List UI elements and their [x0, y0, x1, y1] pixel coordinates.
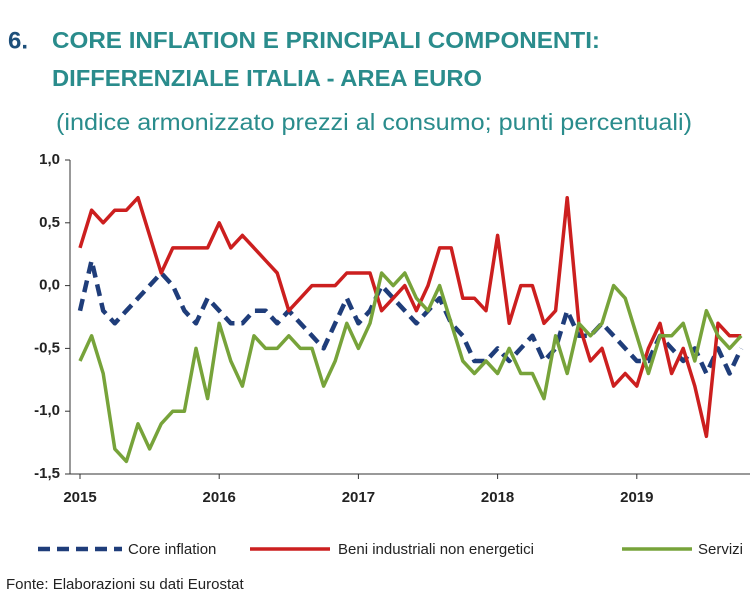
y-tick-label: 0,0: [39, 277, 60, 294]
chart-title: CORE INFLATION E PRINCIPALI COMPONENTI:: [52, 27, 600, 53]
series-line: [77, 258, 744, 376]
source-note: Fonte: Elaborazioni su dati Eurostat: [6, 576, 244, 593]
chart-title: DIFFERENZIALE ITALIA - AREA EURO: [52, 65, 482, 91]
x-tick-label: 2016: [203, 489, 236, 506]
x-tick-label: 2019: [620, 489, 653, 506]
y-tick-label: 1,0: [39, 151, 60, 168]
legend-label: Servizi: [698, 541, 743, 558]
x-tick-label: 2015: [63, 489, 96, 506]
y-tick-label: -1,5: [34, 465, 60, 482]
series-line: [78, 271, 743, 464]
legend-label: Core inflation: [128, 541, 216, 558]
y-tick-label: 0,5: [39, 214, 60, 231]
x-tick-label: 2018: [481, 489, 514, 506]
chart-subtitle: (indice armonizzato prezzi al consumo; p…: [56, 109, 692, 135]
y-tick-label: -1,0: [34, 402, 60, 419]
x-tick-label: 2017: [342, 489, 375, 506]
title-number: 6.: [8, 27, 28, 54]
series-line: [78, 195, 742, 439]
legend-label: Beni industriali non energetici: [338, 541, 534, 558]
y-tick-label: -0,5: [34, 339, 60, 356]
